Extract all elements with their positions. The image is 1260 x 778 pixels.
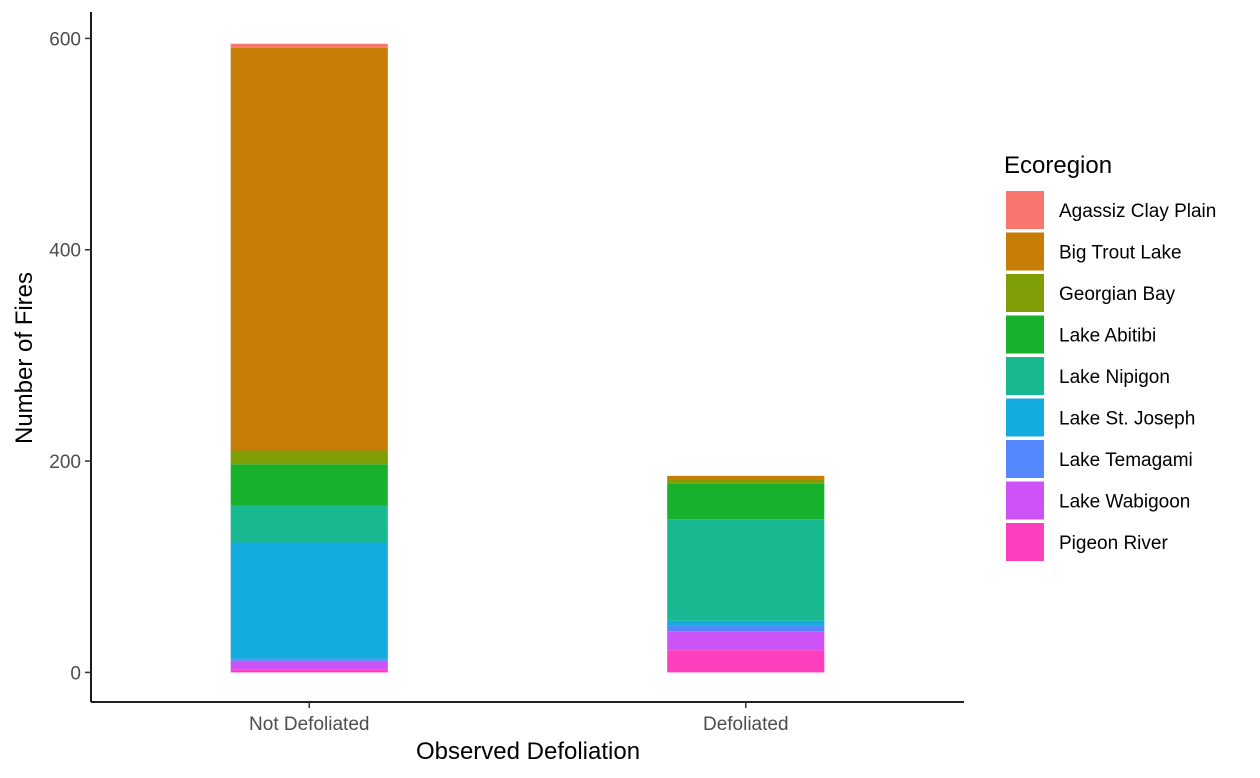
y-tick-label: 0 (70, 663, 81, 684)
bar-defoliated-lake-temagami (667, 625, 825, 632)
legend-key-pigeon-river (1006, 523, 1044, 561)
x-ticks: Not Defoliated Defoliated (249, 702, 789, 735)
y-tick-label: 600 (49, 29, 81, 50)
bar-not-defoliated-lake-temagami (230, 658, 388, 661)
legend-key-agassiz-clay-plain (1006, 191, 1044, 229)
legend-label-lake-nipigon: Lake Nipigon (1059, 367, 1170, 388)
legend-key-lake-abitibi (1006, 315, 1044, 354)
bar-defoliated-pigeon-river (667, 650, 825, 673)
bar-defoliated-georgian-bay (667, 479, 825, 484)
legend-label-lake-st-joseph: Lake St. Joseph (1059, 409, 1195, 430)
x-axis-title: Observed Defoliation (416, 738, 640, 765)
legend-key-lake-nipigon (1006, 357, 1044, 395)
bar-defoliated-big-trout-lake (667, 475, 825, 480)
bar-not-defoliated-lake-wabigoon (230, 660, 388, 670)
x-tick-label: Defoliated (703, 714, 789, 735)
legend-label-big-trout-lake: Big Trout Lake (1059, 243, 1182, 264)
bars-layer (230, 43, 825, 673)
legend-label-lake-abitibi: Lake Abitibi (1059, 326, 1156, 347)
y-ticks: 0 200 400 600 (49, 29, 91, 684)
bar-defoliated-lake-abitibi (667, 483, 825, 520)
legend-key-lake-temagami (1006, 440, 1044, 478)
y-axis-title: Number of Fires (11, 272, 38, 444)
bar-not-defoliated-georgian-bay (230, 450, 388, 465)
legend-label-lake-wabigoon: Lake Wabigoon (1059, 492, 1190, 513)
bar-not-defoliated-lake-st-joseph (230, 542, 388, 659)
legend-key-big-trout-lake (1006, 232, 1044, 271)
legend-label-lake-temagami: Lake Temagami (1059, 450, 1193, 471)
bar-not-defoliated-pigeon-river (230, 669, 388, 673)
axes-layer (90, 12, 964, 703)
legend-label-pigeon-river: Pigeon River (1059, 533, 1168, 554)
legend-key-georgian-bay (1006, 274, 1044, 312)
legend-key-lake-wabigoon (1006, 481, 1044, 520)
legend-items: Agassiz Clay Plain Big Trout Lake Georgian… (1006, 191, 1216, 561)
legend-title: Ecoregion (1004, 152, 1112, 179)
bar-defoliated-lake-nipigon (667, 519, 825, 621)
bar-not-defoliated-lake-nipigon (230, 505, 388, 543)
legend-key-lake-st-joseph (1006, 398, 1044, 437)
bar-not-defoliated-lake-abitibi (230, 464, 388, 506)
bar-defoliated-lake-st-joseph (667, 620, 825, 626)
bar-not-defoliated-big-trout-lake (230, 47, 388, 451)
x-tick-label: Not Defoliated (249, 714, 369, 735)
y-tick-label: 400 (49, 241, 81, 262)
legend: Ecoregion Agassiz Clay Plain Big Trout La… (1004, 152, 1216, 561)
y-tick-label: 200 (49, 452, 81, 473)
bar-not-defoliated-agassiz-clay-plain (230, 43, 388, 48)
legend-label-georgian-bay: Georgian Bay (1059, 284, 1176, 305)
legend-label-agassiz-clay-plain: Agassiz Clay Plain (1059, 201, 1216, 222)
bar-defoliated-lake-wabigoon (667, 631, 825, 651)
